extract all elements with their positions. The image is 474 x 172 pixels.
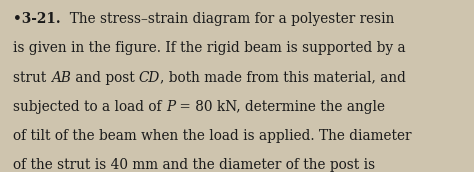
Text: of tilt of the beam when the load is applied. The diameter: of tilt of the beam when the load is app… xyxy=(13,129,412,143)
Text: CD: CD xyxy=(139,71,160,84)
Text: subjected to a load of: subjected to a load of xyxy=(13,100,166,114)
Text: P: P xyxy=(166,100,175,114)
Text: is given in the figure. If the rigid beam is supported by a: is given in the figure. If the rigid bea… xyxy=(13,41,406,55)
Text: AB: AB xyxy=(51,71,71,84)
Text: and post: and post xyxy=(71,71,139,84)
Text: strut: strut xyxy=(13,71,51,84)
Text: The stress–strain diagram for a polyester resin: The stress–strain diagram for a polyeste… xyxy=(61,12,394,26)
Text: , both made from this material, and: , both made from this material, and xyxy=(160,71,406,84)
Text: of the strut is 40 mm and the diameter of the post is: of the strut is 40 mm and the diameter o… xyxy=(13,158,375,172)
Text: •3-21.: •3-21. xyxy=(13,12,61,26)
Text: = 80 kN, determine the angle: = 80 kN, determine the angle xyxy=(175,100,385,114)
